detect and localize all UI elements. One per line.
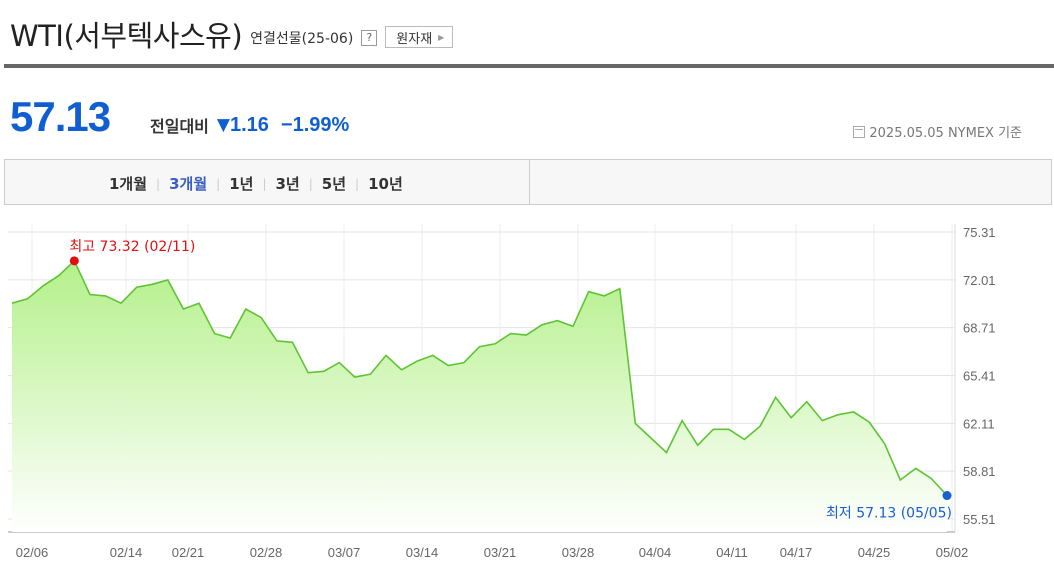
- x-tick-label: 05/02: [936, 545, 969, 560]
- tab-3-month[interactable]: 3개월: [169, 175, 208, 193]
- low-label: 최저 57.13 (05/05): [826, 506, 952, 522]
- title-row: WTI(서부텍사스유) 연결선물(25-06) ? 원자재 ▶: [10, 14, 454, 54]
- as-of-info: 2025.05.05 NYMEX 기준: [853, 122, 1022, 141]
- x-tick-label: 02/28: [250, 545, 283, 560]
- tab-separator: |: [156, 176, 161, 191]
- y-tick-label: 72.01: [963, 273, 996, 288]
- tab-1-year[interactable]: 1년: [229, 175, 254, 193]
- y-tick-label: 68.71: [963, 321, 996, 336]
- x-tick-label: 02/06: [16, 545, 49, 560]
- tab-separator: |: [262, 176, 267, 191]
- tab-5-year[interactable]: 5년: [321, 175, 347, 193]
- price-change: 전일대비 ▼ 1.16 −1.99%: [150, 113, 349, 137]
- x-tick-label: 03/28: [562, 545, 595, 560]
- change-value: 1.16: [229, 113, 269, 136]
- page-title: WTI(서부텍사스유): [10, 19, 243, 53]
- period-tabs: 1개월 | 3개월 | 1년 | 3년 | 5년 | 10년: [109, 173, 403, 194]
- y-tick-label: 58.81: [963, 464, 996, 479]
- y-tick-label: 75.31: [963, 225, 996, 240]
- down-arrow-icon: ▼: [216, 115, 230, 135]
- x-tick-label: 04/04: [639, 545, 672, 560]
- tab-3-year[interactable]: 3년: [275, 175, 300, 193]
- as-of-text: 2025.05.05 NYMEX 기준: [869, 126, 1022, 141]
- x-tick-label: 03/14: [406, 545, 439, 560]
- x-tick-label: 03/07: [328, 545, 361, 560]
- high-marker: [69, 256, 79, 266]
- tab-10-year[interactable]: 10년: [368, 175, 403, 193]
- x-tick-label: 04/25: [858, 545, 891, 560]
- x-tick-label: 02/14: [110, 545, 143, 560]
- current-price: 57.13: [10, 93, 111, 140]
- change-label: 전일대비: [150, 117, 209, 136]
- tab-separator: |: [308, 176, 313, 191]
- x-tick-label: 04/17: [780, 545, 813, 560]
- x-tick-label: 03/21: [484, 545, 517, 560]
- calendar-icon: [853, 125, 866, 138]
- price-area: [12, 260, 947, 532]
- tab-1-month[interactable]: 1개월: [109, 175, 148, 193]
- chevron-right-icon: ▶: [438, 32, 445, 42]
- price-line: [11, 259, 948, 497]
- x-tick-label: 04/11: [716, 545, 748, 560]
- header-divider: [4, 64, 1054, 68]
- change-percent: −1.99%: [280, 113, 350, 136]
- x-tick-label: 02/21: [172, 545, 205, 560]
- help-icon[interactable]: ?: [361, 30, 378, 46]
- low-marker: [942, 491, 952, 501]
- y-tick-label: 65.41: [963, 369, 996, 384]
- high-label: 최고 73.32 (02/11): [69, 239, 195, 255]
- y-tick-label: 62.11: [963, 416, 995, 431]
- price-chart: 75.31 72.01 68.71 65.41 62.11 58.81 55.51 02/06…: [8, 224, 996, 560]
- period-tab-bar: 1개월 | 3개월 | 1년 | 3년 | 5년 | 10년: [4, 159, 1052, 205]
- commodity-button-label: 원자재: [396, 31, 433, 47]
- y-tick-label: 55.51: [963, 512, 996, 527]
- tab-separator: |: [355, 176, 360, 191]
- contract-subtitle: 연결선물(25-06): [250, 31, 354, 47]
- commodity-button[interactable]: 원자재 ▶: [385, 26, 454, 48]
- tab-separator: |: [216, 176, 221, 191]
- tab-bar-divider: [529, 160, 530, 204]
